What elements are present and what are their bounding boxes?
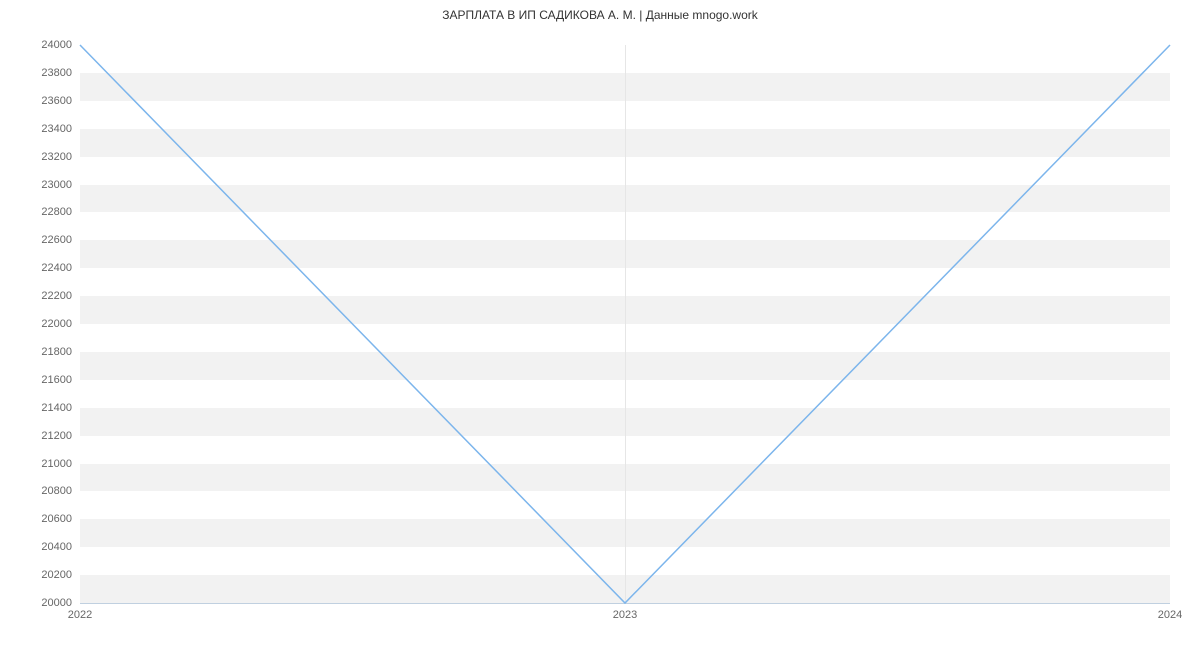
y-tick-label: 22000	[41, 318, 72, 330]
x-tick-label: 2024	[1158, 609, 1182, 621]
y-tick-label: 21200	[41, 430, 72, 442]
y-tick-label: 21400	[41, 402, 72, 414]
y-tick-label: 21600	[41, 374, 72, 386]
y-tick-label: 20600	[41, 513, 72, 525]
y-tick-label: 20000	[41, 597, 72, 609]
series-line-salary	[80, 45, 1170, 603]
y-tick-label: 23800	[41, 67, 72, 79]
y-tick-label: 23000	[41, 179, 72, 191]
y-tick-label: 20400	[41, 541, 72, 553]
y-tick-label: 20800	[41, 485, 72, 497]
chart-title: ЗАРПЛАТА В ИП САДИКОВА А. М. | Данные mn…	[0, 8, 1200, 22]
y-tick-label: 23600	[41, 95, 72, 107]
y-tick-label: 22400	[41, 262, 72, 274]
y-tick-label: 21800	[41, 346, 72, 358]
y-tick-label: 23400	[41, 123, 72, 135]
y-tick-label: 23200	[41, 151, 72, 163]
x-tick-label: 2022	[68, 609, 92, 621]
x-tick-label: 2023	[613, 609, 637, 621]
y-tick-label: 22600	[41, 234, 72, 246]
y-tick-label: 22200	[41, 290, 72, 302]
y-tick-label: 22800	[41, 206, 72, 218]
plot-area: 2000020200204002060020800210002120021400…	[80, 45, 1170, 603]
line-layer	[80, 45, 1170, 603]
y-tick-label: 20200	[41, 569, 72, 581]
y-tick-label: 21000	[41, 458, 72, 470]
y-tick-label: 24000	[41, 39, 72, 51]
